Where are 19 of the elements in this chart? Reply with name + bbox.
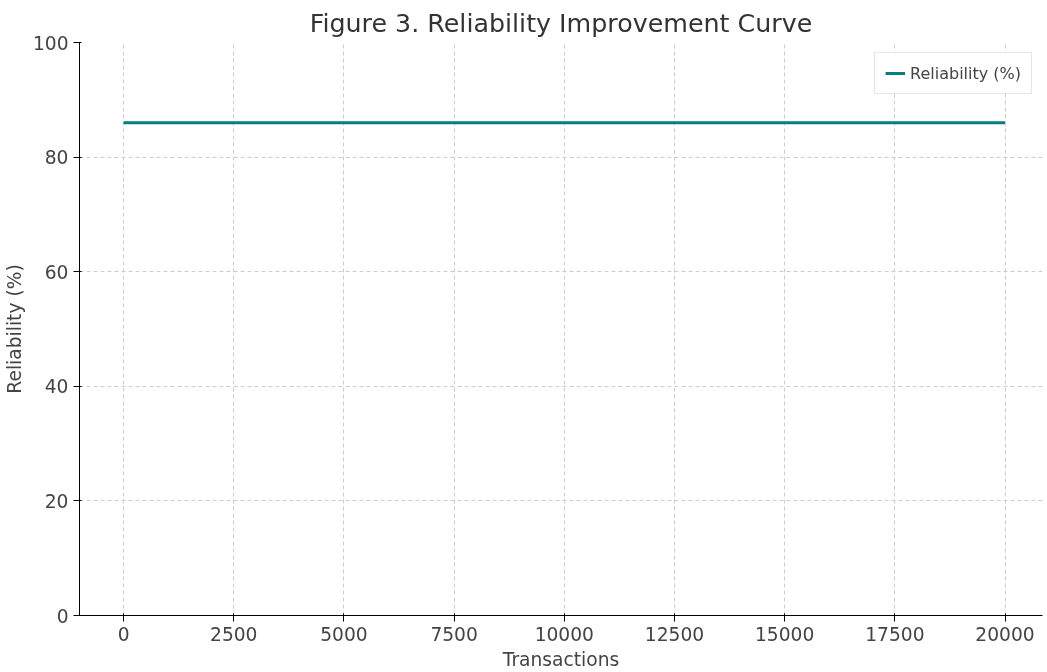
y-tick-label: 80 xyxy=(44,147,69,169)
y-tick-label: 40 xyxy=(44,376,69,398)
x-tick-label: 10000 xyxy=(534,623,594,645)
x-axis-title: Transactions xyxy=(501,648,620,670)
x-tick-label: 20000 xyxy=(975,623,1035,645)
x-tick-label: 15000 xyxy=(755,623,815,645)
x-tick-label: 12500 xyxy=(644,623,705,645)
x-tick-label: 5000 xyxy=(320,623,368,645)
x-tick-label: 0 xyxy=(117,623,130,645)
y-tick-label: 20 xyxy=(44,490,69,512)
y-axis-title: Reliability (%) xyxy=(3,264,25,394)
y-tick-label: 0 xyxy=(56,605,69,627)
x-tick-label: 7500 xyxy=(430,623,478,645)
x-tick-label: 17500 xyxy=(865,623,925,645)
y-tick-label: 100 xyxy=(32,32,69,54)
y-tick-label: 60 xyxy=(44,261,69,283)
legend-label: Reliability (%) xyxy=(910,63,1021,83)
chart-title: Figure 3. Reliability Improvement Curve xyxy=(309,7,813,38)
x-tick-label: 2500 xyxy=(210,623,258,645)
